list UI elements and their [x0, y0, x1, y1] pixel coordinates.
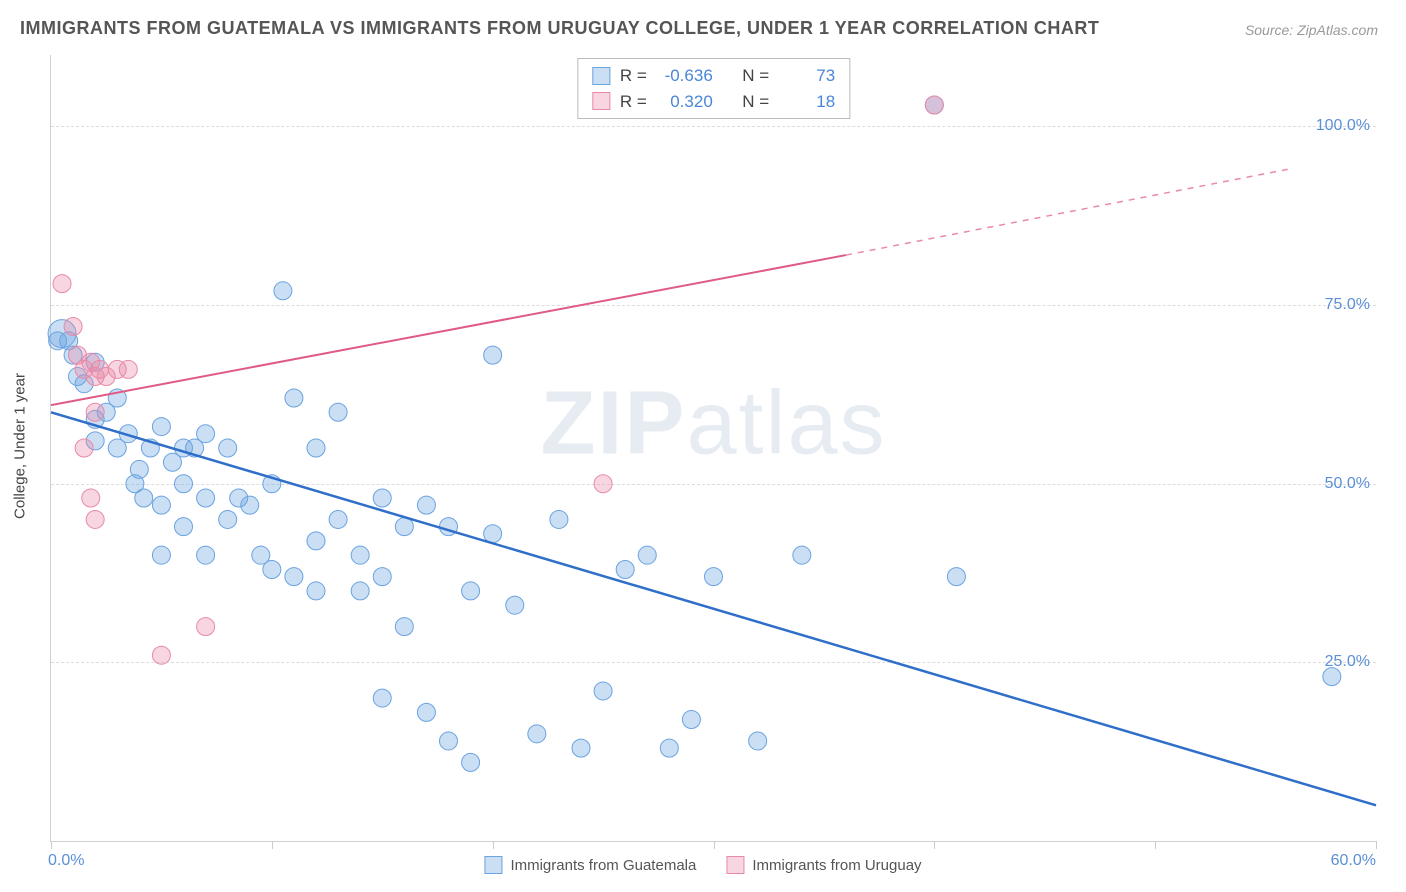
x-tick — [1376, 841, 1377, 849]
y-tick-label: 75.0% — [1325, 296, 1370, 314]
chart-container: IMMIGRANTS FROM GUATEMALA VS IMMIGRANTS … — [0, 0, 1406, 892]
x-tick — [272, 841, 273, 849]
swatch-guatemala-btm — [484, 856, 502, 874]
y-tick-label: 25.0% — [1325, 653, 1370, 671]
legend-item-uruguay: Immigrants from Uruguay — [726, 856, 921, 874]
swatch-uruguay-btm — [726, 856, 744, 874]
y-tick-label: 100.0% — [1316, 117, 1370, 135]
legend-label-guatemala: Immigrants from Guatemala — [510, 857, 696, 874]
chart-title: IMMIGRANTS FROM GUATEMALA VS IMMIGRANTS … — [20, 18, 1099, 39]
legend-label-uruguay: Immigrants from Uruguay — [752, 857, 921, 874]
x-tick — [51, 841, 52, 849]
source-credit: Source: ZipAtlas.com — [1245, 22, 1378, 38]
chart-svg — [51, 55, 1376, 841]
y-axis-label: College, Under 1 year — [12, 373, 29, 519]
x-tick — [714, 841, 715, 849]
y-tick-label: 50.0% — [1325, 475, 1370, 493]
x-tick — [493, 841, 494, 849]
plot-area: ZIPatlas R = -0.636 N = 73 R = 0.320 N =… — [50, 55, 1376, 842]
x-tick-max: 60.0% — [1331, 852, 1376, 870]
x-tick — [1155, 841, 1156, 849]
x-tick — [934, 841, 935, 849]
x-tick-min: 0.0% — [48, 852, 84, 870]
legend-item-guatemala: Immigrants from Guatemala — [484, 856, 696, 874]
bottom-legend: Immigrants from Guatemala Immigrants fro… — [484, 856, 921, 874]
